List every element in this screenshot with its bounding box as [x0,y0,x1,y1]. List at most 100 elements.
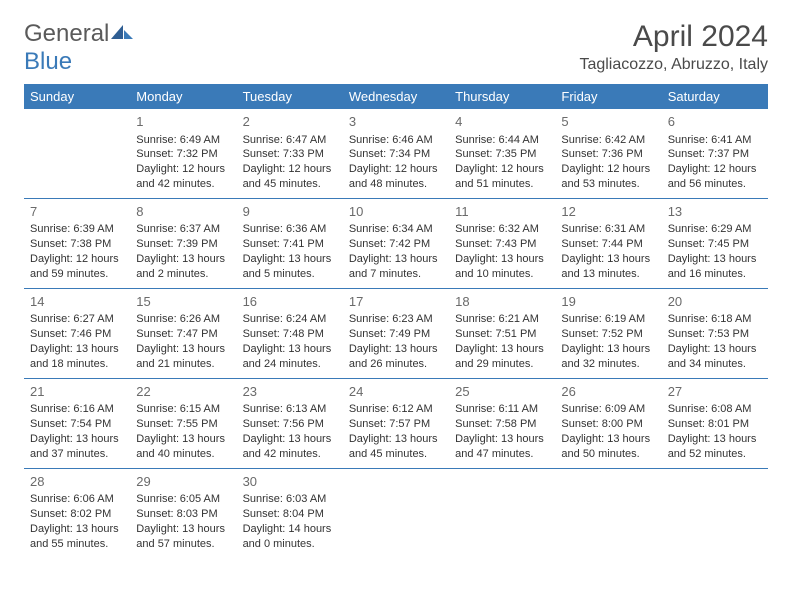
daylight-line1: Daylight: 13 hours [455,432,549,447]
day-number: 18 [455,293,549,311]
sunset-text: Sunset: 7:54 PM [30,417,124,432]
sunrise-text: Sunrise: 6:08 AM [668,402,762,417]
calendar-week-row: 14Sunrise: 6:27 AMSunset: 7:46 PMDayligh… [24,288,768,378]
daylight-line2: and 7 minutes. [349,267,443,282]
daylight-line2: and 45 minutes. [243,177,337,192]
daylight-line2: and 2 minutes. [136,267,230,282]
daylight-line2: and 21 minutes. [136,357,230,372]
sunset-text: Sunset: 8:03 PM [136,507,230,522]
daylight-line1: Daylight: 13 hours [668,432,762,447]
day-number: 12 [561,203,655,221]
weekday-header: Wednesday [343,84,449,109]
calendar-day-cell: 17Sunrise: 6:23 AMSunset: 7:49 PMDayligh… [343,288,449,378]
day-number: 23 [243,383,337,401]
daylight-line1: Daylight: 13 hours [561,252,655,267]
daylight-line1: Daylight: 13 hours [561,342,655,357]
daylight-line2: and 50 minutes. [561,447,655,462]
sunrise-text: Sunrise: 6:27 AM [30,312,124,327]
sunset-text: Sunset: 7:55 PM [136,417,230,432]
daylight-line2: and 37 minutes. [30,447,124,462]
sunrise-text: Sunrise: 6:05 AM [136,492,230,507]
sunrise-text: Sunrise: 6:37 AM [136,222,230,237]
sunrise-text: Sunrise: 6:29 AM [668,222,762,237]
day-number: 17 [349,293,443,311]
daylight-line2: and 51 minutes. [455,177,549,192]
calendar-day-cell: 13Sunrise: 6:29 AMSunset: 7:45 PMDayligh… [662,198,768,288]
logo-text-blue: Blue [24,48,72,75]
sunrise-text: Sunrise: 6:31 AM [561,222,655,237]
day-number: 1 [136,113,230,131]
calendar-day-cell: 9Sunrise: 6:36 AMSunset: 7:41 PMDaylight… [237,198,343,288]
calendar-day-cell: 15Sunrise: 6:26 AMSunset: 7:47 PMDayligh… [130,288,236,378]
day-number: 20 [668,293,762,311]
daylight-line2: and 24 minutes. [243,357,337,372]
day-number: 8 [136,203,230,221]
sunset-text: Sunset: 7:58 PM [455,417,549,432]
calendar-week-row: 21Sunrise: 6:16 AMSunset: 7:54 PMDayligh… [24,378,768,468]
calendar-week-row: 7Sunrise: 6:39 AMSunset: 7:38 PM Daylight… [24,198,768,288]
calendar-day-cell: 28Sunrise: 6:06 AMSunset: 8:02 PMDayligh… [24,468,130,557]
calendar-day-cell: 4Sunrise: 6:44 AMSunset: 7:35 PMDaylight… [449,109,555,198]
sunset-text: Sunset: 7:41 PM [243,237,337,252]
month-title: April 2024 [579,20,768,54]
daylight-line2: and 10 minutes. [455,267,549,282]
sunset-text: Sunset: 7:49 PM [349,327,443,342]
sunset-text: Sunset: 7:57 PM [349,417,443,432]
calendar-day-cell: 1Sunrise: 6:49 AMSunset: 7:32 PMDaylight… [130,109,236,198]
daylight-line2: and 0 minutes. [243,537,337,552]
daylight-line1: Daylight: 12 hours [243,162,337,177]
calendar-day-cell: 18Sunrise: 6:21 AMSunset: 7:51 PMDayligh… [449,288,555,378]
sunrise-text: Sunrise: 6:24 AM [243,312,337,327]
day-number: 27 [668,383,762,401]
daylight-line1: Daylight: 13 hours [30,342,124,357]
daylight-line1: Daylight: 13 hours [136,432,230,447]
daylight-line2: and 5 minutes. [243,267,337,282]
sunrise-text: Sunrise: 6:39 AM [30,222,124,237]
calendar-day-cell: 20Sunrise: 6:18 AMSunset: 7:53 PMDayligh… [662,288,768,378]
day-number: 7 [30,203,124,221]
calendar-day-cell: 22Sunrise: 6:15 AMSunset: 7:55 PMDayligh… [130,378,236,468]
sunset-text: Sunset: 7:37 PM [668,147,762,162]
daylight-line1: Daylight: 13 hours [668,252,762,267]
sunset-text: Sunset: 7:45 PM [668,237,762,252]
sunrise-text: Sunrise: 6:41 AM [668,133,762,148]
sunset-text: Sunset: 7:34 PM [349,147,443,162]
calendar-body: 1Sunrise: 6:49 AMSunset: 7:32 PMDaylight… [24,109,768,558]
day-number: 19 [561,293,655,311]
sunset-text: Sunset: 7:56 PM [243,417,337,432]
location: Tagliacozzo, Abruzzo, Italy [579,56,768,74]
calendar-day-cell: 29Sunrise: 6:05 AMSunset: 8:03 PMDayligh… [130,468,236,557]
daylight-line1: Daylight: 12 hours [455,162,549,177]
daylight-line2: and 48 minutes. [349,177,443,192]
day-number: 16 [243,293,337,311]
day-number: 10 [349,203,443,221]
calendar-day-cell: 23Sunrise: 6:13 AMSunset: 7:56 PMDayligh… [237,378,343,468]
sunrise-text: Sunrise: 6:44 AM [455,133,549,148]
sunset-text: Sunset: 7:53 PM [668,327,762,342]
calendar-day-cell: 8Sunrise: 6:37 AMSunset: 7:39 PMDaylight… [130,198,236,288]
daylight-line1: Daylight: 13 hours [668,342,762,357]
weekday-header: Saturday [662,84,768,109]
calendar-day-cell: 12Sunrise: 6:31 AMSunset: 7:44 PMDayligh… [555,198,661,288]
day-number: 2 [243,113,337,131]
daylight-line2: and 45 minutes. [349,447,443,462]
logo: GeneralBlue [24,20,135,76]
sunset-text: Sunset: 7:44 PM [561,237,655,252]
sunset-text: Sunset: 7:32 PM [136,147,230,162]
daylight-line2: and 26 minutes. [349,357,443,372]
daylight-line2: and 56 minutes. [668,177,762,192]
daylight-line1: Daylight: 13 hours [136,522,230,537]
daylight-line1: Daylight: 12 hours [668,162,762,177]
daylight-line2: and 53 minutes. [561,177,655,192]
daylight-line1: Daylight: 13 hours [455,252,549,267]
sunset-text: Sunset: 7:36 PM [561,147,655,162]
calendar-day-cell: 24Sunrise: 6:12 AMSunset: 7:57 PMDayligh… [343,378,449,468]
sunset-text: Sunset: 8:04 PM [243,507,337,522]
sunset-text: Sunset: 7:38 PM [30,237,124,252]
daylight-line1: Daylight: 14 hours [243,522,337,537]
daylight-line2: and 59 minutes. [30,267,124,282]
daylight-line2: and 47 minutes. [455,447,549,462]
daylight-line1: Daylight: 12 hours [136,162,230,177]
sunrise-text: Sunrise: 6:47 AM [243,133,337,148]
daylight-line2: and 29 minutes. [455,357,549,372]
